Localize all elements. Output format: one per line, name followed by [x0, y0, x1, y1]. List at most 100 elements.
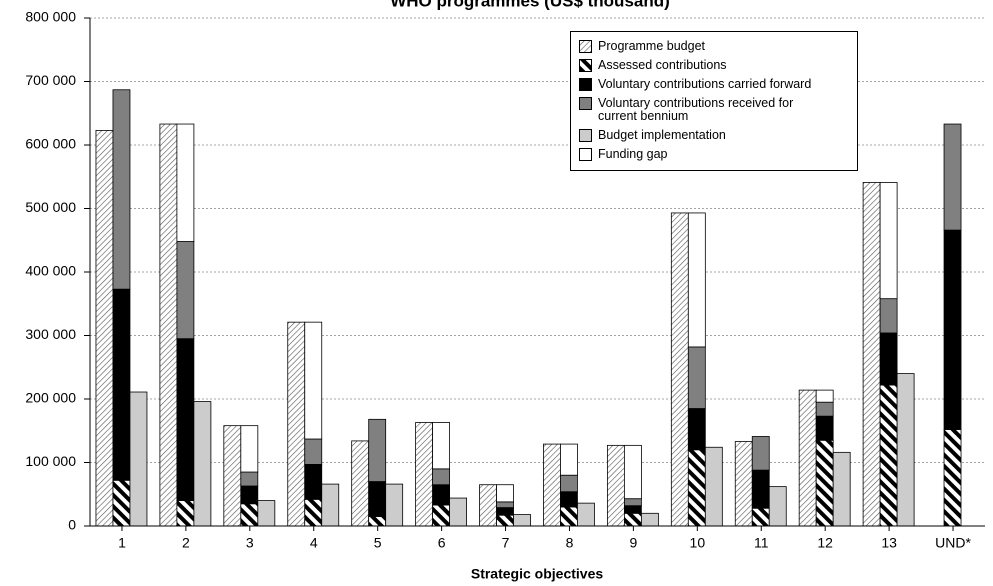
legend-item: Voluntary contributions received for cur…: [571, 94, 857, 126]
bar-segment: [304, 321, 323, 440]
y-tick-label: 400 000: [25, 263, 76, 279]
legend-label: Assessed contributions: [598, 58, 727, 72]
bar-segment: [815, 439, 834, 527]
bar-segment: [879, 182, 898, 300]
bar-segment: [479, 484, 497, 527]
x-tick-label: 8: [566, 535, 574, 551]
y-tick-label: 500 000: [25, 199, 76, 215]
bar-segment: [304, 498, 323, 527]
bar-segment: [240, 503, 259, 527]
legend-swatch-fill: [579, 148, 592, 161]
bar-segment: [432, 468, 451, 486]
bar-segment: [304, 438, 323, 465]
bar-segment: [240, 485, 259, 505]
bar-segment: [606, 444, 625, 527]
bar-segment: [670, 212, 689, 527]
legend-swatch-fill: [579, 129, 592, 142]
x-tick-label: UND*: [935, 535, 971, 551]
legend: Programme budget Assessed contributions Vo…: [570, 31, 858, 171]
bar-segment: [751, 507, 770, 527]
bar-segment: [623, 498, 642, 507]
bar-segment: [257, 500, 276, 527]
legend-item: Funding gap: [571, 145, 857, 164]
bar-segment: [896, 373, 915, 527]
bar-segment: [368, 516, 387, 527]
x-tick-label: 2: [182, 535, 190, 551]
bar-segment: [496, 507, 514, 516]
bar-segment: [176, 123, 195, 242]
legend-item: Assessed contributions: [571, 56, 857, 75]
bar-segment: [751, 436, 770, 471]
bar-segment: [577, 502, 595, 527]
bar-segment: [879, 332, 898, 386]
x-tick-label: 3: [246, 535, 254, 551]
x-axis-label: Strategic objectives: [471, 566, 603, 582]
bar-segment: [623, 505, 642, 514]
bar-segment: [415, 422, 434, 527]
legend-swatch: [579, 78, 592, 91]
x-tick-label: 12: [817, 535, 833, 551]
legend-label: Funding gap: [598, 147, 668, 161]
bar-segment: [862, 182, 881, 527]
bar-segment: [704, 446, 723, 527]
bar-segment: [176, 338, 195, 501]
bar-segment: [560, 506, 578, 527]
bar-segment: [385, 483, 404, 527]
legend-swatch: [579, 129, 592, 142]
bar-segment: [112, 479, 131, 527]
bar-segment: [623, 512, 642, 527]
y-tick-label: 700 000: [25, 72, 76, 88]
bar-segment: [496, 514, 514, 527]
bar-segment: [943, 429, 962, 527]
legend-label: Voluntary contributions carried forward: [598, 77, 812, 91]
bar-segment: [687, 346, 706, 409]
bar-segment: [129, 391, 148, 527]
bar-segment: [943, 123, 962, 231]
legend-swatch-fill: [579, 78, 592, 91]
legend-item: Budget implementation: [571, 126, 857, 145]
bar-segment: [543, 443, 561, 527]
bar-segment: [496, 484, 514, 503]
bar-segment: [351, 440, 370, 527]
legend-item: Voluntary contributions carried forward: [571, 75, 857, 94]
bar-segment: [734, 441, 753, 527]
legend-swatch-fill: [579, 40, 592, 53]
legend-label: Programme budget: [598, 39, 706, 53]
legend-swatch-fill: [579, 97, 592, 110]
bar-segment: [768, 486, 787, 527]
bar-segment: [159, 123, 178, 527]
y-tick-label: 600 000: [25, 136, 76, 152]
bar-segment: [223, 425, 242, 527]
x-tick-label: 5: [374, 535, 382, 551]
bar-segment: [432, 422, 451, 470]
legend-label: Voluntary contributions received for cur…: [598, 96, 794, 123]
bar-segment: [513, 514, 531, 527]
bar-segment: [798, 389, 817, 527]
bar-segment: [560, 443, 578, 476]
bar-segment: [623, 444, 642, 500]
x-tick-label: 9: [629, 535, 637, 551]
bar-segment: [687, 449, 706, 527]
legend-swatch: [579, 40, 592, 53]
chart-title: WHO programmes (US$ thousand): [390, 0, 670, 10]
bar-segment: [815, 415, 834, 441]
x-tick-label: 1: [118, 535, 126, 551]
x-tick-label: 11: [754, 535, 769, 551]
bar-segment: [640, 512, 659, 527]
y-tick-label: 200 000: [25, 390, 76, 406]
bar-segment: [287, 321, 306, 527]
legend-swatch-fill: [579, 59, 592, 72]
bar-segment: [432, 484, 451, 506]
bar-segment: [321, 483, 340, 527]
bar-segment: [560, 491, 578, 508]
bar-segment: [496, 501, 514, 508]
bar-segment: [879, 298, 898, 334]
bar-segment: [449, 497, 468, 527]
bar-segment: [687, 212, 706, 348]
legend-label: Budget implementation: [598, 128, 726, 142]
legend-swatch: [579, 59, 592, 72]
bar-segment: [879, 384, 898, 527]
bar-segment: [112, 89, 131, 290]
